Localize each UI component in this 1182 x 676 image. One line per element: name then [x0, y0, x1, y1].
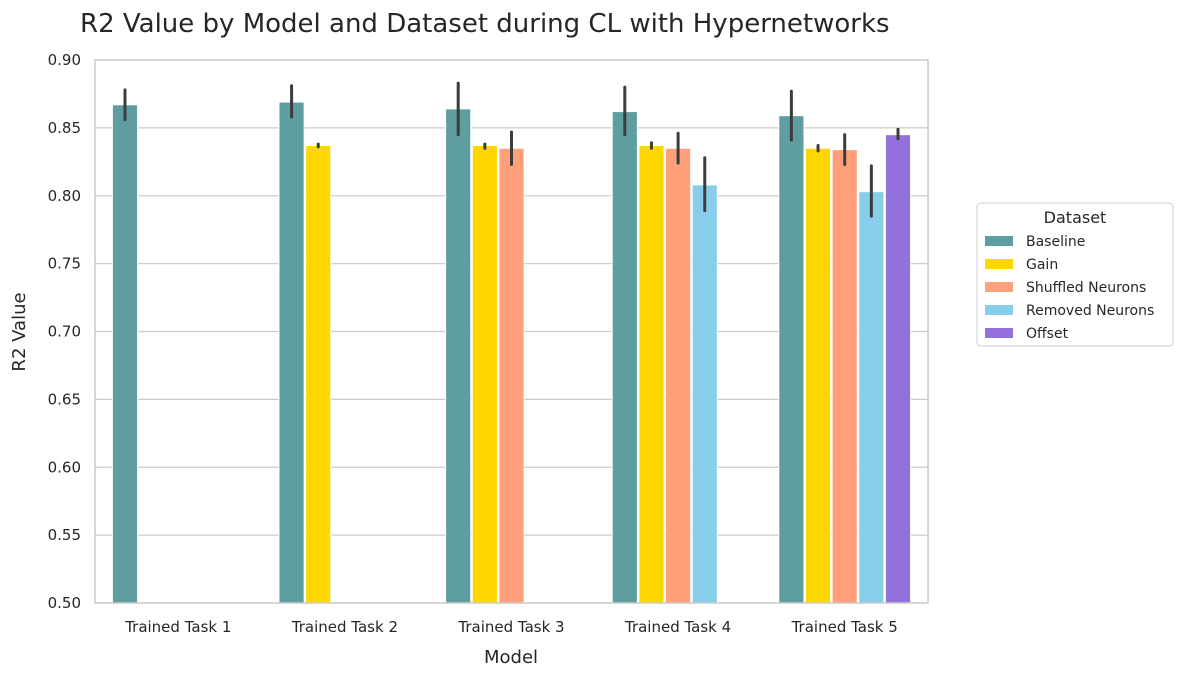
- legend-swatch: [985, 305, 1013, 315]
- bars: [111, 101, 912, 604]
- y-axis-label: R2 Value: [9, 292, 30, 371]
- bar: [305, 145, 332, 604]
- bar: [111, 104, 139, 604]
- legend-label: Baseline: [1026, 234, 1085, 250]
- legend-label: Removed Neurons: [1026, 303, 1154, 319]
- bar: [638, 145, 665, 604]
- bar: [691, 184, 718, 604]
- bar: [445, 108, 472, 604]
- y-tick-label: 0.55: [48, 526, 81, 544]
- error-bars: [123, 81, 900, 218]
- bar: [831, 149, 858, 604]
- bar: [665, 147, 692, 604]
- legend: Dataset Baseline Gain Shuffled Neurons Remov…: [976, 202, 1174, 347]
- y-tick-label: 0.70: [48, 323, 81, 341]
- legend-swatch: [985, 259, 1013, 269]
- legend-label: Shuffled Neurons: [1026, 280, 1146, 296]
- legend-swatch: [985, 282, 1013, 292]
- x-tick-label: Trained Task 3: [457, 618, 564, 636]
- x-tick-label: Trained Task 4: [624, 618, 731, 636]
- bar: [498, 147, 525, 604]
- x-axis-label: Model: [484, 647, 538, 668]
- legend-title: Dataset: [1044, 208, 1107, 227]
- y-tick-label: 0.50: [48, 594, 81, 612]
- y-tick-label: 0.90: [48, 51, 81, 69]
- legend-label: Gain: [1026, 257, 1058, 273]
- y-tick-label: 0.80: [48, 187, 81, 205]
- bar: [778, 115, 805, 604]
- y-tick-labels: 0.50 0.55 0.60 0.65 0.70 0.75 0.80 0.85 0.90: [48, 51, 81, 612]
- bar: [804, 147, 832, 604]
- bar: [471, 145, 498, 604]
- legend-frame: [976, 202, 1174, 347]
- y-tick-label: 0.60: [48, 458, 81, 476]
- y-tick-label: 0.65: [48, 390, 81, 408]
- x-tick-label: Trained Task 1: [124, 618, 231, 636]
- x-tick-label: Trained Task 2: [291, 618, 398, 636]
- legend-swatch: [985, 328, 1013, 338]
- y-tick-label: 0.75: [48, 255, 81, 273]
- chart-title: R2 Value by Model and Dataset during CL …: [80, 9, 890, 39]
- legend-label: Offset: [1026, 326, 1069, 342]
- bar: [884, 134, 912, 604]
- legend-swatch: [985, 236, 1013, 246]
- bar: [278, 101, 305, 604]
- bar: [611, 111, 638, 604]
- y-tick-label: 0.85: [48, 119, 81, 137]
- bar: [858, 191, 885, 604]
- x-tick-labels: Trained Task 1 Trained Task 2 Trained Task…: [124, 618, 898, 636]
- plot-frame: [94, 59, 929, 604]
- x-tick-label: Trained Task 5: [791, 618, 898, 636]
